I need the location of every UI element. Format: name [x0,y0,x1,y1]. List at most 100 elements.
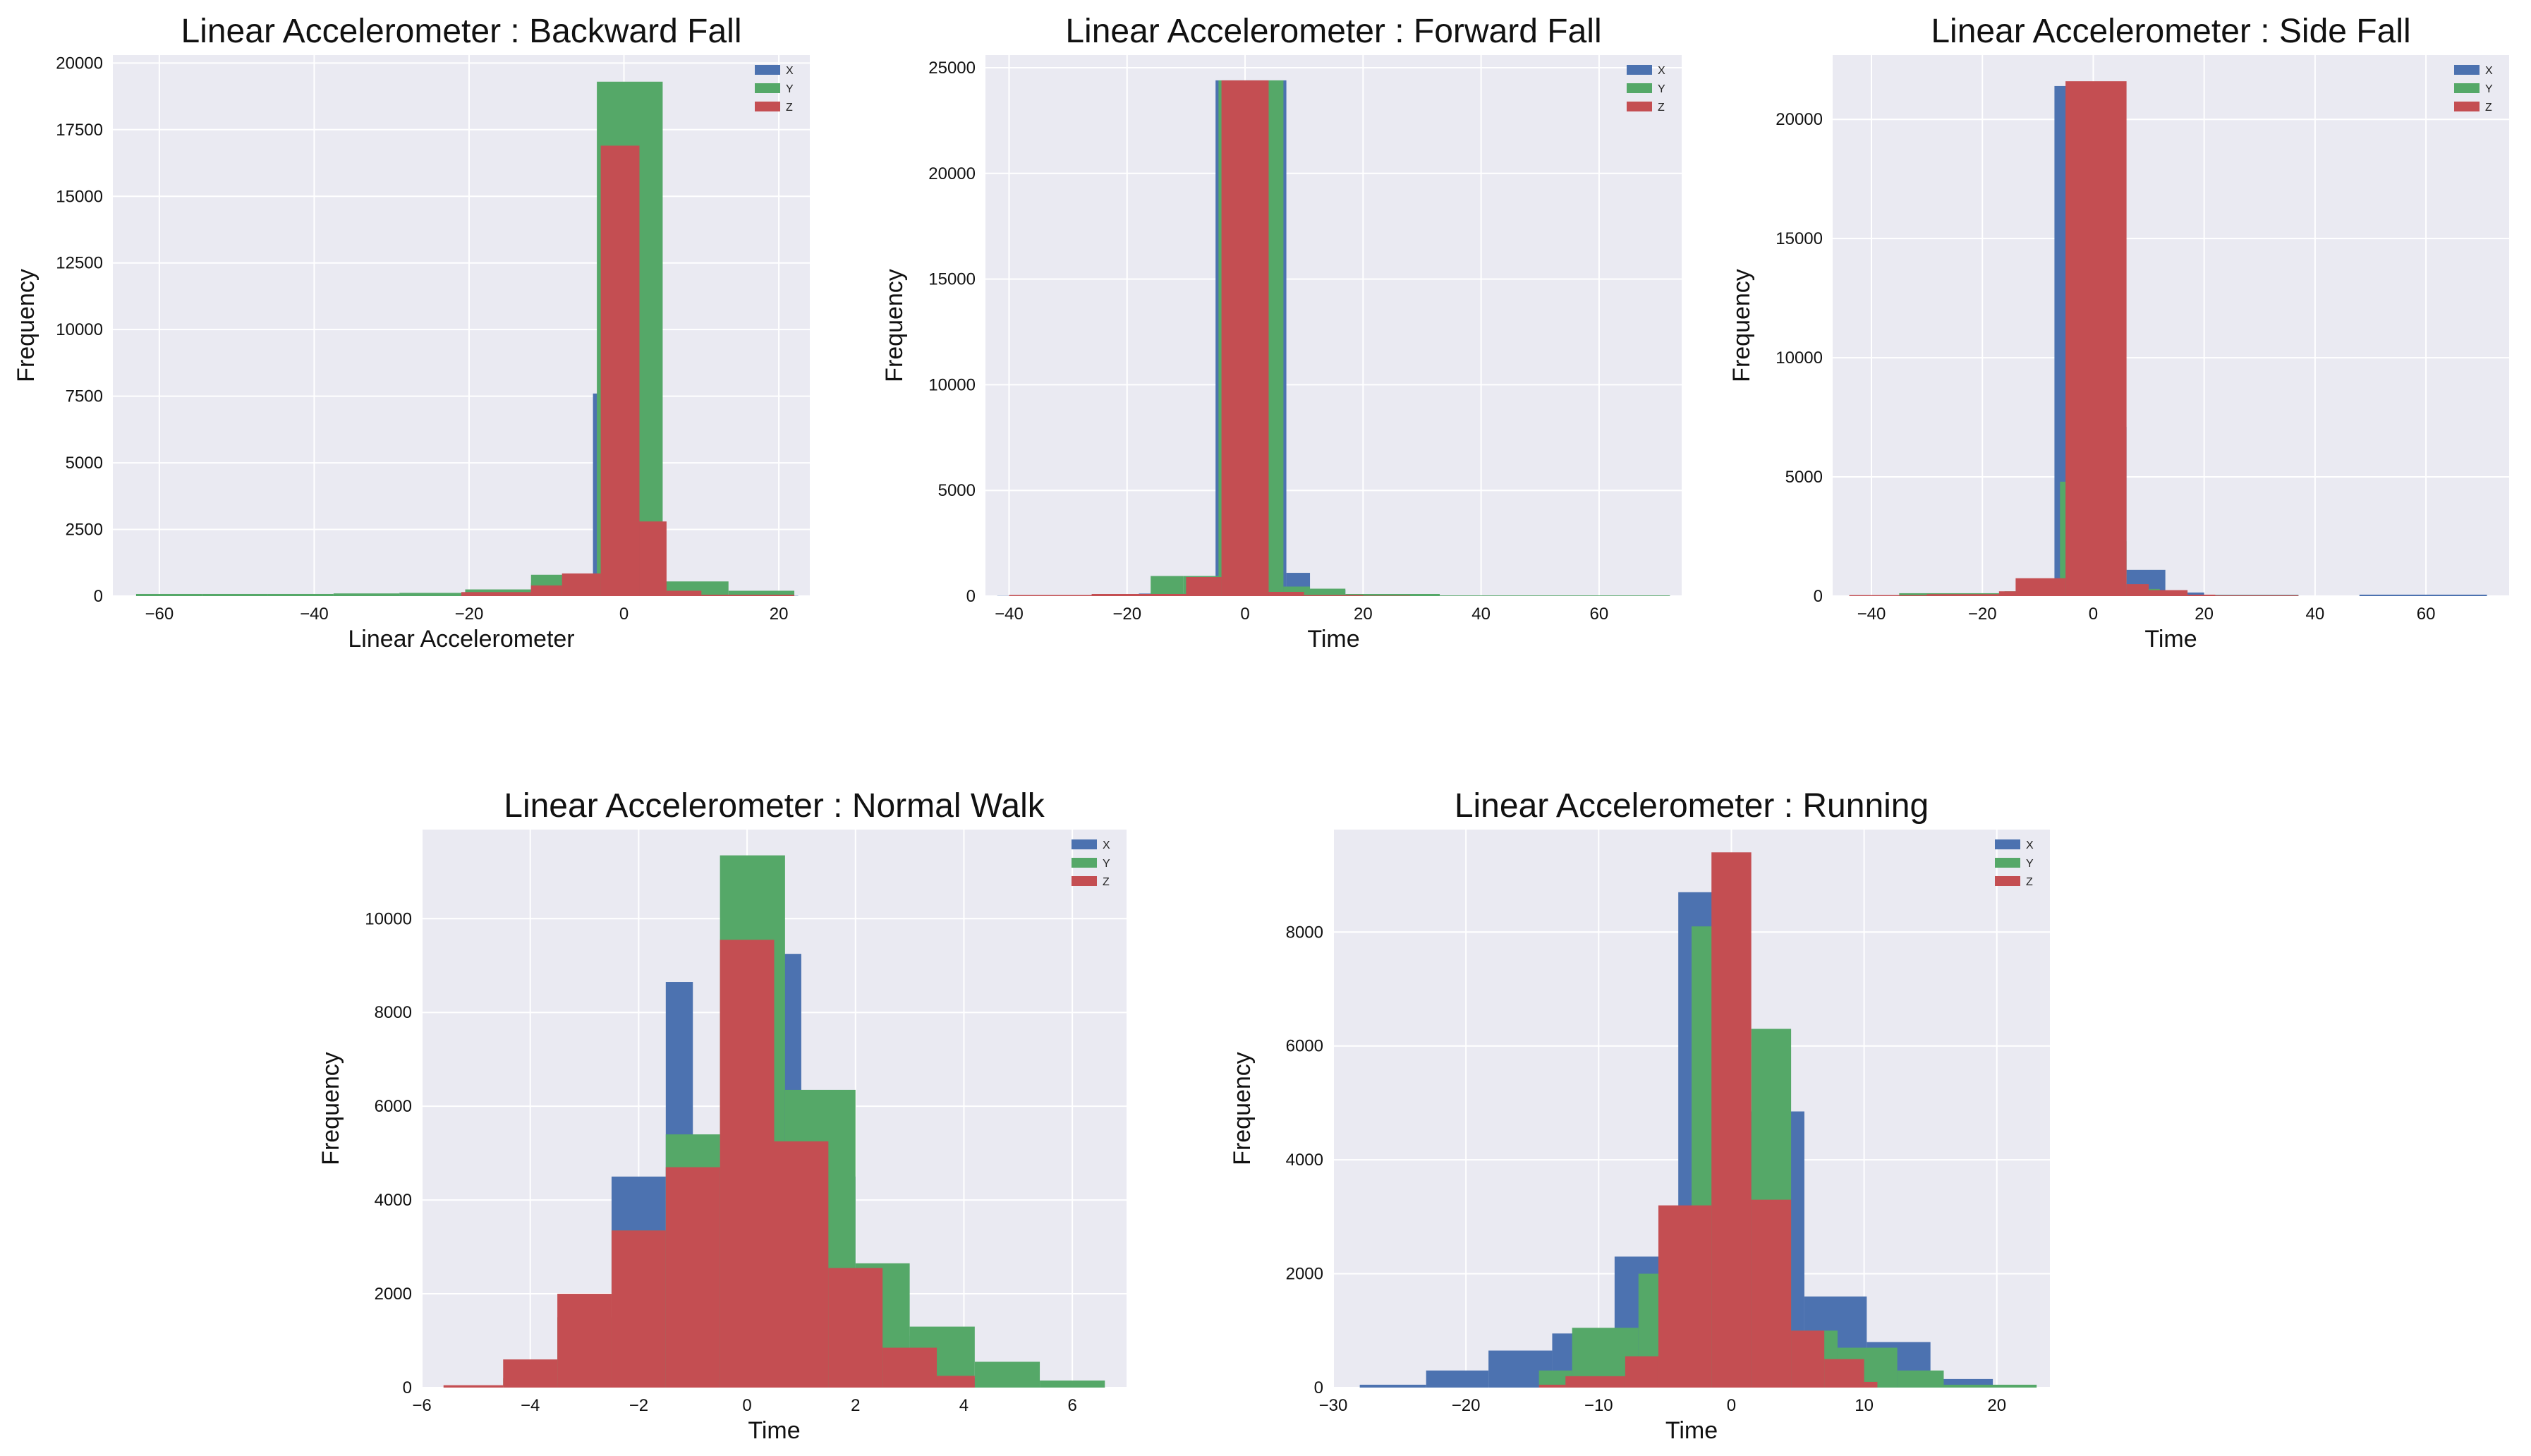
series-z [1538,852,1878,1388]
y-tick-label: 10000 [1776,348,1823,368]
bar-z [1824,1359,1864,1388]
series-z [1009,80,1411,596]
y-tick-label: 0 [94,587,103,606]
x-tick-label: 20 [770,605,789,624]
y-tick-label: 17500 [56,121,103,140]
bar-y [1310,588,1346,596]
legend-label-x: X [2485,65,2493,77]
x-tick-label: 0 [619,605,629,624]
chart-title: Linear Accelerometer : Side Fall [1931,13,2410,50]
bar-z [1625,1356,1658,1388]
legend-swatch-z [1995,876,2020,886]
x-tick-label: 60 [1590,605,1609,624]
y-tick-label: 6000 [375,1097,412,1116]
y-tick-label: 25000 [928,59,976,78]
bar-z [666,590,702,596]
bar-x [1426,1370,1489,1388]
legend-swatch-x [1072,839,1097,849]
bar-z [2015,578,2066,596]
x-tick-label: 20 [2195,605,2214,624]
x-tick-label: 4 [959,1396,969,1415]
y-axis-label: Frequency [13,269,40,382]
y-tick-label: 2000 [1286,1265,1323,1284]
bar-y [1151,576,1184,596]
x-tick-label: 2 [851,1396,860,1415]
x-tick-label: 20 [1354,605,1373,624]
legend-label-z: Z [2026,876,2033,888]
x-tick-label: 40 [2306,605,2325,624]
bar-z [937,1376,975,1388]
bar-z [720,940,775,1388]
legend-swatch-y [2454,83,2480,93]
plot-area [113,55,810,596]
y-tick-label: 10000 [928,375,976,394]
x-tick-label: −60 [145,605,174,624]
y-tick-label: 20000 [56,54,103,73]
y-axis-label: Frequency [1728,269,1755,382]
chart-forward-fall: −40 −20 0 20 40 60 0 5000 10000 15000 20000 25000 Li… [881,13,1682,653]
series-z [443,940,975,1388]
bar-z [1791,1330,1825,1388]
x-tick-label: −20 [1452,1396,1481,1415]
bar-z [2065,81,2127,596]
legend-label-y: Y [1103,858,1110,870]
x-axis-label: Time [748,1417,800,1444]
bar-z [1658,1205,1712,1388]
x-tick-label: −30 [1319,1396,1348,1415]
legend-label-z: Z [786,102,793,114]
bar-z [1363,595,1411,596]
y-tick-label: 5000 [66,454,103,473]
x-tick-label: −20 [1112,605,1141,624]
bar-z [1711,852,1752,1388]
bar-z [530,585,562,596]
x-tick-label: 0 [1727,1396,1736,1415]
bar-z [1268,592,1304,596]
chart-title: Linear Accelerometer : Running [1455,787,1929,825]
bar-z [1998,591,2016,596]
y-tick-label: 10000 [365,909,412,928]
bar-y [974,1361,1040,1388]
x-tick-label: 10 [1855,1396,1874,1415]
bar-z [1091,594,1186,596]
legend-label-y: Y [1658,83,1665,95]
y-tick-label: 8000 [375,1003,412,1022]
legend-swatch-x [1627,65,1652,75]
y-tick-label: 12500 [56,254,103,273]
legend-label-y: Y [2026,858,2034,870]
chart-title: Linear Accelerometer : Backward Fall [181,13,742,50]
y-axis-label: Frequency [881,269,908,382]
x-tick-label: 60 [2417,605,2436,624]
bar-z [2149,590,2188,596]
legend-label-y: Y [786,83,794,95]
bar-z [828,1268,883,1388]
x-axis-label: Time [2144,626,2197,653]
bar-y [1345,594,1440,596]
bar-y [1440,595,1670,596]
x-tick-label: 20 [1987,1396,2006,1415]
bar-z [882,1347,937,1388]
bar-z [1221,80,1269,596]
bar-z [2187,594,2216,596]
x-tick-label: −10 [1584,1396,1613,1415]
legend-label-z: Z [2485,102,2492,114]
legend-swatch-y [1072,858,1097,868]
x-tick-label: 40 [1471,605,1491,624]
x-tick-label: −6 [412,1396,431,1415]
legend-swatch-y [1995,858,2020,868]
y-tick-label: 6000 [1286,1037,1323,1056]
legend-label-z: Z [1103,876,1110,888]
x-axis-label: Linear Accelerometer [348,626,574,653]
legend-swatch-x [755,65,780,75]
bar-z [503,1359,558,1388]
bar-z [461,592,531,596]
x-tick-label: 6 [1067,1396,1076,1415]
legend-swatch-z [1072,876,1097,886]
chart-side-fall: −40 −20 0 20 40 60 0 5000 10000 15000 20000 Linear … [1728,13,2509,653]
y-tick-label: 15000 [928,270,976,289]
bar-y [333,593,400,596]
x-tick-label: −40 [995,605,1024,624]
bar-z [562,573,601,596]
bar-z [1849,595,1927,596]
y-tick-label: 0 [966,587,976,606]
x-tick-label: −20 [455,605,484,624]
